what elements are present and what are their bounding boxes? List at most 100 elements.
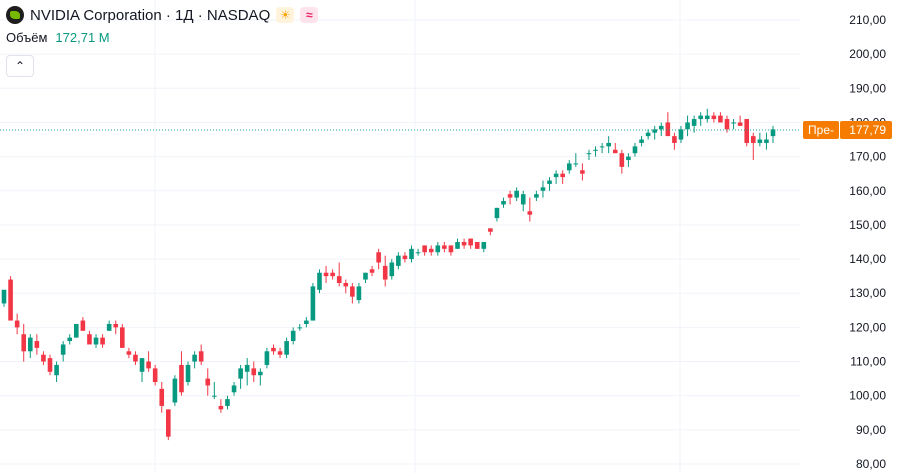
candle-body xyxy=(455,242,460,249)
candle-body xyxy=(442,245,447,249)
candle-body xyxy=(448,245,454,253)
candle-body xyxy=(297,327,303,329)
candle-body xyxy=(593,149,598,151)
candle-body xyxy=(172,378,178,403)
candle-body xyxy=(271,347,276,352)
candle-body xyxy=(626,156,631,161)
candle-body xyxy=(336,276,342,283)
candle-body xyxy=(1,289,7,304)
candle-body xyxy=(27,337,33,352)
candle-body xyxy=(80,320,86,331)
candle-body xyxy=(152,368,158,383)
candle-body xyxy=(580,170,585,174)
candle-body xyxy=(225,399,230,406)
candle-body xyxy=(606,142,611,147)
candle-body xyxy=(396,255,401,266)
candle-body xyxy=(711,115,717,120)
candle-body xyxy=(54,364,59,376)
candle-body xyxy=(461,242,467,246)
price-tick-label: 200,00 xyxy=(849,47,886,61)
candle-body xyxy=(678,129,684,140)
candle-body xyxy=(376,252,381,263)
price-tick-label: 140,00 xyxy=(849,252,886,266)
candle-body xyxy=(724,119,730,130)
candle-body xyxy=(488,228,493,232)
candle-body xyxy=(212,395,217,397)
candle-body xyxy=(218,405,224,410)
candle-body xyxy=(106,323,112,331)
candle-body xyxy=(474,242,480,249)
candle-body xyxy=(126,351,132,355)
price-tick-label: 110,00 xyxy=(850,355,886,369)
candle-body xyxy=(120,327,125,348)
candle-body xyxy=(93,337,99,345)
candle-body xyxy=(520,194,526,205)
candle-body xyxy=(198,351,204,362)
candle-body xyxy=(330,272,335,277)
candle-body xyxy=(764,139,769,143)
candle-body xyxy=(672,136,677,143)
candle-body xyxy=(527,211,533,215)
candle-body xyxy=(481,242,487,249)
volume-legend: Объём 172,71 M xyxy=(6,30,110,45)
candle-body xyxy=(698,115,704,120)
candle-body xyxy=(67,337,73,342)
candle-body xyxy=(645,132,651,137)
candle-body xyxy=(737,122,743,126)
candle-body xyxy=(264,351,270,365)
candle-body xyxy=(639,139,644,143)
candle-body xyxy=(599,146,605,148)
candle-body xyxy=(402,255,408,260)
candle-body xyxy=(547,180,552,184)
candle-body xyxy=(514,190,519,198)
price-tick-label: 100,00 xyxy=(849,389,886,403)
candle-body xyxy=(277,351,283,355)
candle-body xyxy=(744,119,750,143)
candle-body xyxy=(258,371,263,376)
price-tick-label: 160,00 xyxy=(849,184,886,198)
candle-body xyxy=(310,286,316,321)
candle-body xyxy=(356,286,362,301)
current-price-value: 177,79 xyxy=(849,123,886,137)
candle-body xyxy=(87,334,92,345)
candle-body xyxy=(350,286,355,297)
candle-body xyxy=(21,334,27,352)
candle-body xyxy=(8,279,13,321)
wave-icon[interactable]: ≈ xyxy=(300,7,319,23)
sun-icon[interactable]: ☀ xyxy=(276,7,295,23)
candle-body xyxy=(619,153,625,167)
premarket-badge xyxy=(803,121,839,140)
candle-body xyxy=(389,262,395,277)
candle-body xyxy=(665,122,671,137)
candle-body xyxy=(100,337,105,345)
candle-body xyxy=(34,341,40,348)
volume-label: Объём xyxy=(6,30,48,45)
candle-body xyxy=(166,409,171,437)
candle-body xyxy=(770,129,776,137)
candle-body xyxy=(428,248,434,253)
candle-body xyxy=(685,122,690,130)
candle-body xyxy=(507,194,513,198)
price-tick-label: 150,00 xyxy=(849,218,886,232)
candle-body xyxy=(139,358,145,372)
candle-body xyxy=(652,129,657,133)
candle-body xyxy=(501,201,506,205)
price-tick-label: 130,00 xyxy=(849,286,886,300)
candle-body xyxy=(60,344,66,355)
candle-body xyxy=(731,122,736,124)
candle-body xyxy=(553,173,559,178)
symbol-title[interactable]: NVIDIA Corporation · 1Д · NASDAQ xyxy=(30,6,271,24)
candle-body xyxy=(192,354,197,362)
candle-body xyxy=(540,187,546,191)
candle-body xyxy=(757,139,763,143)
candle-body xyxy=(382,265,388,280)
candle-body xyxy=(231,385,237,393)
candle-body xyxy=(284,341,289,355)
candle-body xyxy=(586,153,592,155)
candle-body xyxy=(47,358,53,372)
candle-body xyxy=(113,323,119,328)
collapse-button[interactable]: ⌃ xyxy=(6,55,34,77)
price-tick-label: 170,00 xyxy=(849,150,886,164)
price-tick-label: 120,00 xyxy=(849,320,886,334)
